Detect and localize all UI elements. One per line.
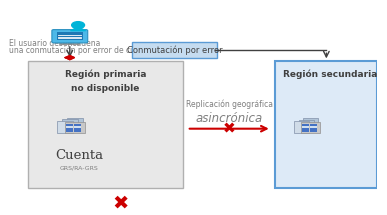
FancyBboxPatch shape [310, 128, 317, 132]
Circle shape [72, 22, 84, 29]
FancyBboxPatch shape [28, 61, 183, 188]
FancyBboxPatch shape [303, 118, 318, 130]
FancyBboxPatch shape [298, 120, 313, 131]
Text: El usuario desencadena: El usuario desencadena [9, 39, 101, 48]
FancyBboxPatch shape [66, 129, 73, 132]
FancyBboxPatch shape [74, 129, 82, 132]
Text: una conmutación por error de cuenta: una conmutación por error de cuenta [9, 46, 153, 55]
Text: asincrónica: asincrónica [195, 112, 263, 125]
FancyBboxPatch shape [62, 119, 78, 132]
Text: ✖: ✖ [113, 194, 129, 213]
Polygon shape [70, 27, 86, 31]
Text: Región secundaria: Región secundaria [283, 69, 377, 79]
FancyBboxPatch shape [276, 61, 377, 188]
FancyBboxPatch shape [310, 124, 317, 128]
Text: Conmutación por error: Conmutación por error [127, 46, 222, 55]
FancyBboxPatch shape [302, 126, 309, 128]
Text: Región primaria: Región primaria [65, 69, 146, 79]
FancyBboxPatch shape [132, 42, 217, 58]
FancyBboxPatch shape [52, 30, 88, 43]
FancyBboxPatch shape [310, 126, 317, 128]
FancyBboxPatch shape [65, 122, 84, 133]
FancyBboxPatch shape [74, 126, 82, 128]
Text: ✖: ✖ [223, 121, 236, 136]
FancyBboxPatch shape [302, 128, 309, 132]
FancyBboxPatch shape [57, 32, 83, 40]
FancyBboxPatch shape [57, 121, 73, 133]
FancyBboxPatch shape [301, 122, 320, 133]
Polygon shape [65, 55, 74, 60]
FancyBboxPatch shape [294, 121, 309, 133]
FancyBboxPatch shape [74, 124, 82, 128]
FancyBboxPatch shape [66, 124, 73, 128]
Text: Replicación geográfica: Replicación geográfica [186, 99, 273, 109]
Text: GRS/RA-GRS: GRS/RA-GRS [60, 166, 99, 170]
FancyBboxPatch shape [66, 126, 73, 128]
FancyBboxPatch shape [67, 118, 83, 130]
Text: no disponible: no disponible [72, 84, 140, 93]
Text: Cuenta: Cuenta [55, 149, 103, 162]
FancyBboxPatch shape [302, 124, 309, 128]
